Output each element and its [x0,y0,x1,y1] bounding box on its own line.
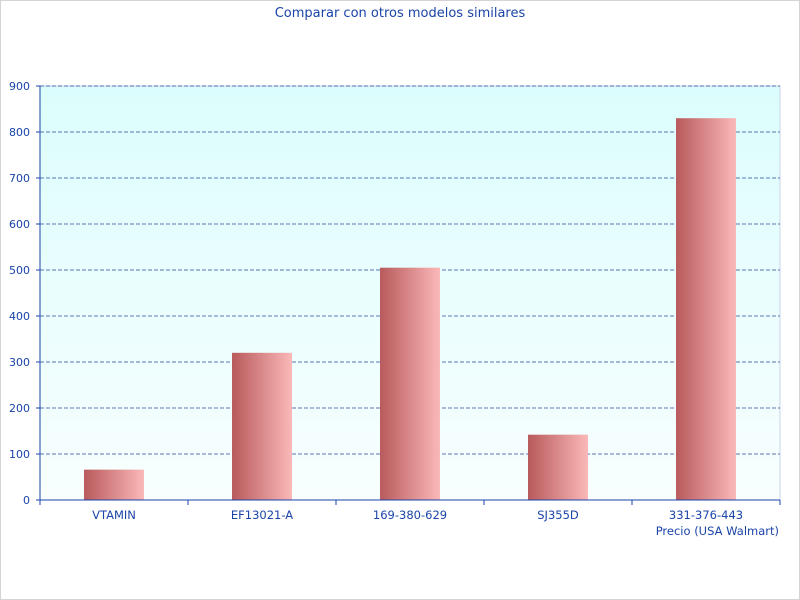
y-tick-label: 900 [9,80,30,93]
x-tick-label: VTAMIN [92,508,136,522]
bar-EF13021-A [232,352,292,500]
bars [84,118,736,500]
y-tick-label: 500 [9,264,30,277]
x-tick-label: 331-376-443 [669,508,743,522]
chart-title: Comparar con otros modelos similares [275,6,526,21]
y-tick-label: 400 [9,310,30,323]
y-tick-label: 800 [9,126,30,139]
x-tick-label: 169-380-629 [373,508,447,522]
bar-SJ355D [528,434,588,500]
x-axis: VTAMIN EF13021-A 169-380-629 SJ355D 331-376-… [39,499,781,522]
y-tick-label: 200 [9,402,30,415]
x-axis-title: Precio (USA Walmart) [656,524,779,538]
y-tick-label: 600 [9,218,30,231]
bar-VTAMIN [84,469,144,500]
y-tick-label: 0 [23,494,30,507]
y-axis-ticks: 0 100 200 300 400 500 600 700 800 900 [9,80,41,507]
y-tick-label: 100 [9,448,30,461]
y-tick-label: 700 [9,172,30,185]
y-tick-label: 300 [9,356,30,369]
x-tick-label: SJ355D [537,508,579,522]
x-tick-label: EF13021-A [231,508,293,522]
bar-331-376-443 [676,118,736,500]
bar-169-380-629 [380,267,440,500]
